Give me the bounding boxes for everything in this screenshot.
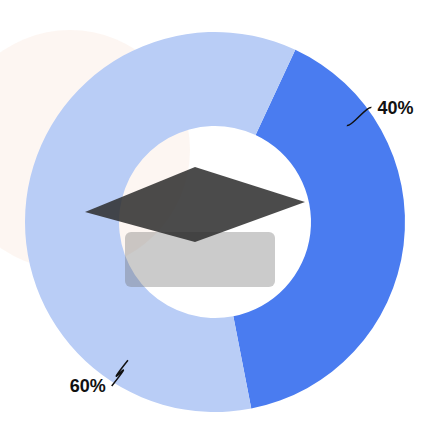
svg-text:40%: 40% [377,98,413,118]
svg-text:60%: 60% [70,376,106,396]
